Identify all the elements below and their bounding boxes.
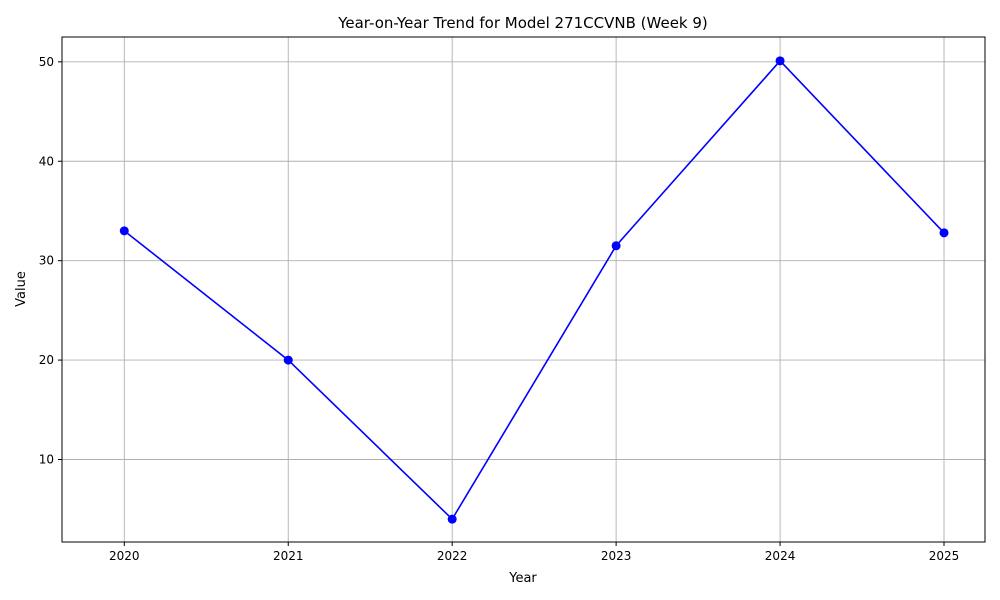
grid-lines (62, 37, 985, 542)
y-tick-label: 50 (39, 55, 54, 69)
data-point (939, 228, 949, 238)
x-axis-label: Year (508, 571, 537, 586)
series-line (123, 59, 945, 521)
chart-title: Year-on-Year Trend for Model 271CCVNB (W… (337, 14, 708, 32)
y-axis-ticks: 10 20 30 40 50 (39, 55, 62, 466)
y-tick-label: 30 (39, 254, 54, 268)
data-point (119, 226, 129, 236)
x-tick-label: 2023 (601, 549, 632, 563)
y-axis-label: Value (14, 271, 29, 307)
data-point (775, 56, 785, 66)
plot-frame (61, 36, 986, 543)
x-tick-label: 2021 (273, 549, 304, 563)
y-tick-label: 10 (39, 452, 54, 466)
y-tick-label: 40 (39, 154, 54, 168)
x-axis-ticks: 2020 2021 2022 2023 2024 2025 (109, 542, 959, 563)
series-layer (119, 56, 949, 524)
y-tick-label: 20 (39, 353, 54, 367)
x-tick-label: 2022 (437, 549, 468, 563)
x-tick-label: 2020 (109, 549, 140, 563)
x-tick-label: 2024 (765, 549, 796, 563)
data-point (611, 241, 621, 251)
x-tick-label: 2025 (929, 549, 960, 563)
data-point (283, 355, 293, 365)
data-point (447, 514, 457, 524)
